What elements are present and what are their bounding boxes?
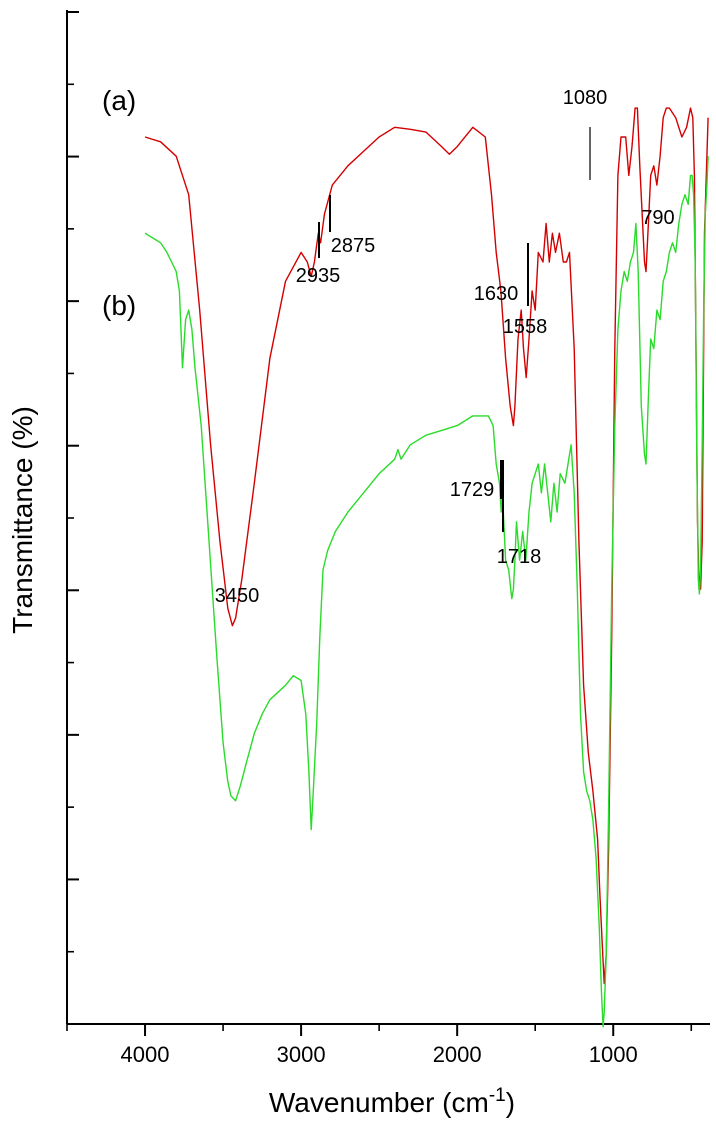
x-tick-label: 4000 (121, 1042, 170, 1067)
annotation-label-2875: 2875 (331, 235, 376, 257)
ticks-layer: 4000 3000 2000 1000 (66, 11, 693, 1067)
x-axis-title-superscript: -1 (489, 1085, 506, 1106)
x-axis-title-main: Wavenumber (cm (269, 1087, 489, 1118)
annotations-layer: 2935 2875 1630 1558 1080 790 3450 1729 1718 (215, 87, 675, 607)
x-tick-label: 2000 (433, 1042, 482, 1067)
series-a-curve (144, 107, 709, 985)
x-tick-label: 3000 (277, 1042, 326, 1067)
x-tick-label: 1000 (589, 1042, 638, 1067)
annotation-label-1630: 1630 (474, 283, 519, 305)
annotation-label-2935: 2935 (296, 265, 341, 287)
series-b-curve (144, 156, 709, 1028)
curves-layer (144, 107, 709, 1028)
x-axis-title-end: ) (506, 1087, 515, 1118)
annotation-label-1558: 1558 (503, 316, 548, 338)
annotation-label-3450: 3450 (215, 585, 260, 607)
series-b-label: (b) (102, 290, 136, 321)
annotation-label-1080: 1080 (563, 87, 608, 109)
annotation-label-790: 790 (641, 207, 674, 229)
x-axis-title: Wavenumber (cm-1) (269, 1085, 515, 1118)
series-a-label: (a) (102, 85, 136, 116)
y-axis-title: Transmittance (%) (7, 406, 38, 634)
annotation-label-1718: 1718 (497, 546, 542, 568)
annotation-label-1729: 1729 (450, 479, 495, 501)
